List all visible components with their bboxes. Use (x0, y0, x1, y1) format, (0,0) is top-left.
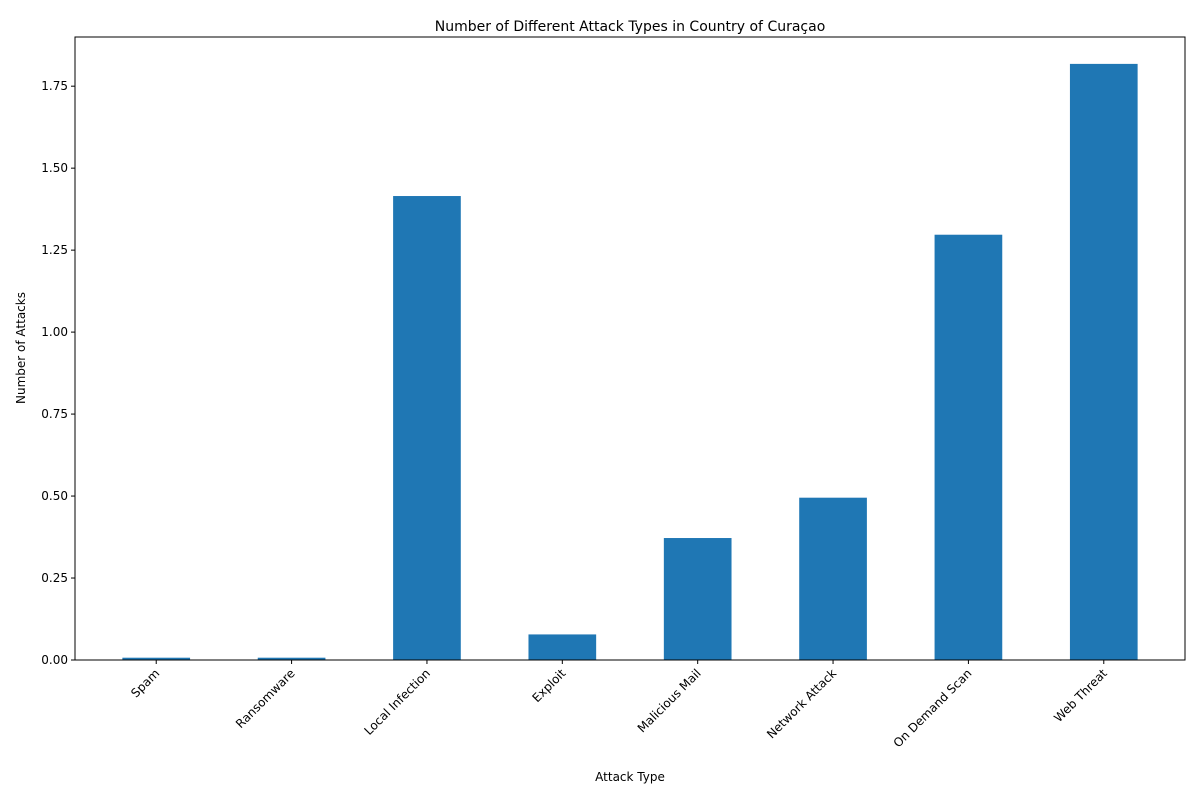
bar-7 (1069, 63, 1138, 660)
y-tick-label-6: 1.50 (41, 161, 68, 175)
bar-5 (799, 497, 867, 660)
bar-1 (257, 657, 326, 660)
bar-0 (122, 657, 191, 660)
bar-3 (528, 634, 597, 660)
x-axis-label: Attack Type (595, 770, 665, 784)
y-tick-label-5: 1.25 (41, 243, 68, 257)
y-tick-label-1: 0.25 (41, 571, 68, 585)
x-tick-label-1: Ransomware (233, 666, 298, 731)
x-axis: Spam Ransomware Local Infection Exploit Mali… (128, 660, 1110, 750)
x-tick-label-3: Exploit (530, 666, 569, 705)
bar-4 (663, 538, 732, 660)
x-tick-label-2: Local Infection (361, 666, 433, 738)
y-tick-label-3: 0.75 (41, 407, 68, 421)
chart-title: Number of Different Attack Types in Coun… (435, 19, 826, 35)
x-tick-label-0: Spam (128, 666, 162, 700)
y-tick-label-4: 1.00 (41, 325, 68, 339)
bar-2 (393, 196, 461, 661)
y-tick-label-7: 1.75 (41, 79, 68, 93)
x-tick-label-7: Web Threat (1051, 666, 1110, 725)
x-tick-label-6: On Demand Scan (891, 666, 975, 750)
y-tick-label-0: 0.00 (41, 653, 68, 667)
bars-layer (122, 63, 1138, 661)
y-tick-label-2: 0.50 (41, 489, 68, 503)
plot-frame (74, 36, 1186, 661)
bar-6 (934, 234, 1003, 660)
x-tick-label-5: Network Attack (764, 666, 839, 741)
y-axis: 0.00 0.25 0.50 0.75 1.00 1.25 1.50 1.75 (41, 79, 75, 667)
y-axis-label: Number of Attacks (14, 292, 28, 404)
x-tick-label-4: Malicious Mail (635, 666, 704, 735)
